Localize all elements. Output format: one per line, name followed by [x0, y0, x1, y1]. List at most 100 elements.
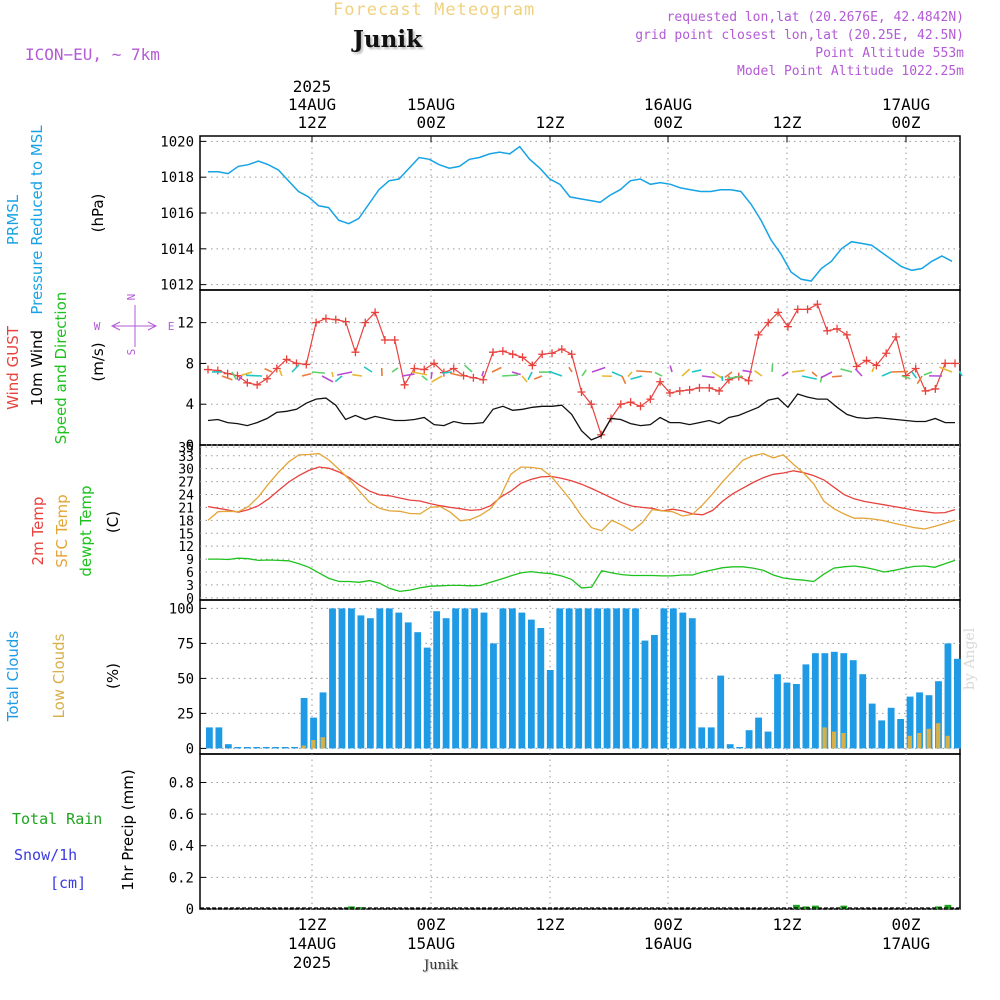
time-label-top: 12Z: [536, 113, 565, 132]
cloud-total-bar: [764, 731, 772, 749]
wind-direction-arrow: [481, 370, 485, 377]
gust-marker: [430, 359, 439, 368]
cloud-total-bar: [669, 608, 677, 749]
cloud-total-bar: [471, 608, 478, 749]
cloud-total-bar: [499, 608, 507, 749]
wind-direction-arrow: [742, 369, 753, 373]
gust-marker: [321, 314, 330, 323]
gust-marker: [557, 345, 566, 354]
y-tick-label: 1016: [160, 206, 194, 222]
axis-label: 10m Wind: [28, 330, 46, 406]
cloud-total-bar: [660, 608, 668, 749]
wind-direction-arrow: [491, 366, 502, 373]
y-tick-label: 30: [178, 463, 194, 478]
cloud-total-bar: [319, 692, 327, 749]
wind-direction-arrow: [820, 371, 833, 379]
gust-marker: [420, 365, 429, 374]
cloud-low-bar: [841, 733, 846, 749]
wind-direction-arrow: [881, 371, 893, 377]
snow-label: Snow/1h: [14, 846, 77, 864]
temp-line-2: [208, 557, 956, 593]
time-label-top: 12Z: [298, 113, 327, 132]
gust-marker: [449, 364, 458, 373]
cloud-total-bar: [348, 608, 355, 749]
time-label-bottom: 00Z: [654, 915, 683, 934]
gust-marker: [223, 369, 232, 378]
gust-marker: [272, 364, 281, 373]
wind-direction-arrow: [527, 371, 533, 381]
gust-marker: [479, 375, 488, 384]
y-tick-label: 1012: [160, 278, 194, 294]
wind-direction-arrow: [501, 374, 518, 377]
cloud-total-bar: [537, 628, 545, 749]
y-tick-label: 33: [178, 450, 194, 465]
axis-label: 2m Temp: [29, 497, 47, 566]
wind-direction-arrow: [421, 375, 428, 381]
wind-direction-arrow: [231, 371, 238, 381]
point-altitude: Point Altitude 553m: [815, 46, 964, 61]
y-tick-label: 18: [178, 514, 194, 529]
wind-direction-arrow: [701, 375, 715, 379]
cloud-total-bar: [508, 608, 516, 749]
compass-west: W: [94, 320, 101, 333]
cloud-low-bar: [822, 727, 827, 749]
cloud-total-bar: [442, 618, 450, 749]
cloud-total-bar: [755, 717, 762, 749]
time-label-bottom: 17AUG: [882, 934, 930, 953]
gust-marker: [518, 353, 527, 362]
wind-direction-arrow: [334, 375, 343, 383]
wind-direction-arrow: [431, 375, 443, 383]
y-tick-label: 50: [177, 671, 194, 687]
gust-marker: [361, 318, 370, 327]
gust-marker: [813, 300, 822, 309]
time-label-top: 00Z: [654, 113, 683, 132]
cloud-total-bar: [916, 692, 923, 749]
wind-direction-arrow: [726, 375, 743, 380]
snow-unit-label: [cm]: [50, 874, 86, 892]
cloud-total-bar: [376, 608, 384, 749]
wind-direction-arrow: [621, 375, 627, 385]
cloud-total-bar: [613, 608, 620, 749]
y-tick-label: 1018: [160, 170, 194, 186]
gust-marker: [852, 362, 861, 371]
time-label-top: 00Z: [417, 113, 446, 132]
cloud-low-bar: [926, 728, 931, 749]
wind-direction-arrow: [411, 371, 428, 376]
gust-marker: [616, 400, 625, 409]
cloud-total-bar: [329, 608, 336, 749]
axis-label: (C): [104, 511, 122, 533]
cloud-total-bar: [281, 747, 289, 749]
axis-label: Speed and Direction: [52, 292, 70, 445]
gust-marker: [793, 305, 802, 314]
pressure-line: [208, 145, 953, 282]
axis-label: Low Clouds: [50, 633, 68, 718]
gust-marker: [390, 335, 399, 344]
wind-direction-arrow: [811, 371, 818, 377]
gust-marker: [213, 366, 222, 375]
y-tick-label: 0.6: [169, 807, 194, 823]
gust-marker: [331, 315, 340, 324]
wind-direction-arrow: [791, 369, 805, 373]
time-label-top: 12Z: [773, 113, 802, 132]
wind-direction-arrow: [321, 375, 334, 383]
cloud-total-bar: [821, 653, 829, 749]
gust-marker: [724, 375, 733, 384]
model-label: ICON−EU, ~ 7km: [25, 45, 160, 64]
axis-label: (m/s): [89, 342, 107, 381]
wind-direction-arrow: [721, 375, 724, 382]
wind-direction-arrow: [391, 367, 399, 373]
gust-marker: [764, 318, 773, 327]
gust-marker: [528, 361, 537, 370]
gust-marker: [636, 402, 645, 411]
gust-marker: [931, 384, 940, 393]
time-label-bottom: 16AUG: [644, 934, 692, 953]
cloud-total-bar: [461, 608, 469, 749]
time-label-top: 17AUG: [882, 95, 930, 114]
cloud-total-bar: [651, 635, 658, 749]
cloud-total-bar: [632, 608, 639, 749]
gust-marker: [665, 388, 674, 397]
y-tick-label: 75: [177, 636, 194, 652]
wind-direction-arrow: [611, 371, 623, 377]
wind-direction-arrow: [521, 375, 528, 383]
y-tick-label: 27: [178, 476, 194, 491]
